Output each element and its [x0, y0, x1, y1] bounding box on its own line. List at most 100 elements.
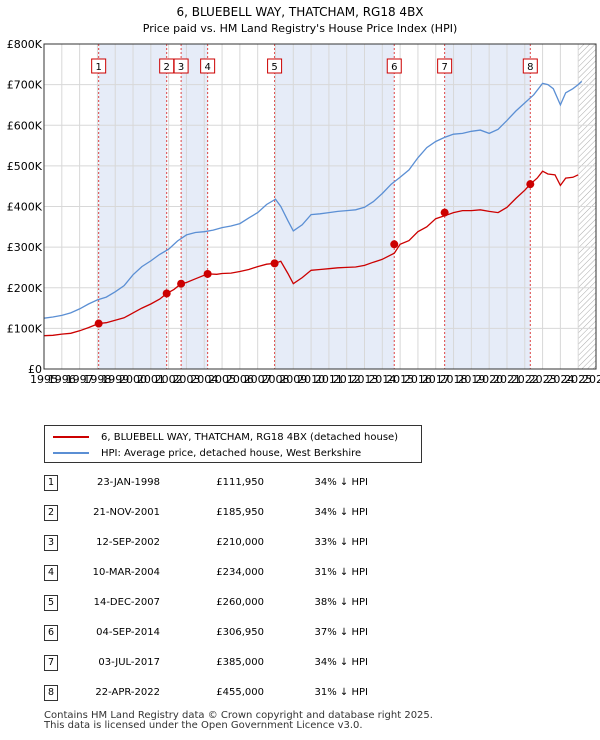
sale-number-box — [200, 58, 216, 74]
legend-label-hpi: HPI: Average price, detached house, West… — [101, 447, 362, 459]
price-paid-line — [43, 170, 579, 337]
sale-number-badge: 8 — [44, 685, 58, 701]
sale-hpi-diff: 31% ↓ HPI — [314, 687, 368, 698]
x-tick-label: 2012 — [333, 373, 361, 386]
x-tick-label: 2021 — [493, 373, 521, 386]
table-row: 3 12-SEP-2002 £210,000 33% ↓ HPI — [0, 535, 600, 553]
sale-date: 10-MAR-2004 — [92, 567, 160, 578]
y-tick-label: £600K — [7, 119, 43, 132]
legend-swatch-price-paid — [53, 436, 89, 438]
sale-date: 12-SEP-2002 — [96, 537, 160, 548]
x-tick-label: 2000 — [119, 373, 147, 386]
legend-label-price-paid: 6, BLUEBELL WAY, THATCHAM, RG18 4BX (det… — [101, 431, 399, 443]
sale-number-label: 8 — [527, 62, 533, 73]
x-tick-label: 2010 — [297, 373, 325, 386]
sale-point — [94, 319, 103, 328]
sale-date: 14-DEC-2007 — [93, 597, 160, 608]
sale-date: 23-JAN-1998 — [96, 477, 160, 488]
sale-number-label: 2 — [163, 62, 169, 73]
x-tick-label: 2001 — [137, 373, 165, 386]
hpi-line — [43, 80, 583, 319]
x-tick-label: 2007 — [244, 373, 272, 386]
sale-price: £210,000 — [216, 537, 264, 548]
sale-point — [270, 259, 279, 268]
plot-border — [43, 43, 597, 370]
sale-price: £111,950 — [216, 477, 264, 488]
sale-hpi-diff: 34% ↓ HPI — [314, 507, 368, 518]
x-tick-label: 2003 — [172, 373, 200, 386]
x-tick-label: 2022 — [511, 373, 539, 386]
y-tick-label: £300K — [7, 241, 43, 254]
table-row: 1 23-JAN-1998 £111,950 34% ↓ HPI — [0, 475, 600, 493]
x-tick-label: 2025 — [564, 373, 592, 386]
x-tick-label: 2017 — [422, 373, 450, 386]
y-tick-label: £500K — [7, 160, 43, 173]
sale-number-box — [267, 58, 283, 74]
x-tick-label: 1999 — [101, 373, 129, 386]
footer-copyright: Contains HM Land Registry data © Crown c… — [44, 710, 433, 721]
y-tick-label: £800K — [7, 38, 43, 51]
sale-number-badge: 1 — [44, 475, 58, 491]
table-row: 7 03-JUL-2017 £385,000 34% ↓ HPI — [0, 655, 600, 673]
sale-number-label: 7 — [441, 62, 447, 73]
sale-number-badge: 3 — [44, 535, 58, 551]
sale-price: £455,000 — [216, 687, 264, 698]
x-tick-label: 2009 — [279, 373, 307, 386]
x-tick-label: 2011 — [315, 373, 343, 386]
y-tick-label: £0 — [28, 363, 42, 376]
sale-point — [203, 269, 212, 278]
sale-point — [177, 279, 186, 288]
sale-number-badge: 4 — [44, 565, 58, 581]
chart-title: 6, BLUEBELL WAY, THATCHAM, RG18 4BX — [176, 5, 423, 19]
footer: Contains HM Land Registry data © Crown c… — [44, 711, 433, 731]
x-tick-label: 2016 — [404, 373, 432, 386]
sale-number-badge: 7 — [44, 655, 58, 671]
x-tick-label: 2015 — [386, 373, 414, 386]
sale-hpi-diff: 37% ↓ HPI — [314, 627, 368, 638]
sale-date: 21-NOV-2001 — [93, 507, 160, 518]
x-tick-label: 2018 — [440, 373, 468, 386]
sale-number-box — [91, 58, 107, 74]
sale-number-badge: 5 — [44, 595, 58, 611]
sale-number-label: 4 — [204, 62, 210, 73]
x-tick-label: 2004 — [190, 373, 218, 386]
sale-date: 03-JUL-2017 — [98, 657, 160, 668]
x-tick-label: 2019 — [457, 373, 485, 386]
sale-point — [162, 289, 171, 298]
sale-number-box — [386, 58, 402, 74]
x-tick-label: 2002 — [155, 373, 183, 386]
table-row: 8 22-APR-2022 £455,000 31% ↓ HPI — [0, 685, 600, 703]
sale-price: £260,000 — [216, 597, 264, 608]
x-tick-label: 2013 — [351, 373, 379, 386]
sale-hpi-diff: 34% ↓ HPI — [314, 477, 368, 488]
x-tick-label: 1997 — [66, 373, 94, 386]
x-tick-label: 2026 — [582, 373, 600, 386]
sale-point — [526, 180, 535, 189]
sale-price: £234,000 — [216, 567, 264, 578]
x-tick-label: 2006 — [226, 373, 254, 386]
x-tick-label: 2023 — [529, 373, 557, 386]
y-tick-label: £700K — [7, 79, 43, 92]
x-tick-label: 1995 — [30, 373, 58, 386]
sale-date: 22-APR-2022 — [95, 687, 160, 698]
sale-price: £306,950 — [216, 627, 264, 638]
x-tick-label: 1996 — [48, 373, 76, 386]
x-tick-label: 2008 — [261, 373, 289, 386]
sale-number-badge: 2 — [44, 505, 58, 521]
sale-hpi-diff: 31% ↓ HPI — [314, 567, 368, 578]
sale-number-badge: 6 — [44, 625, 58, 641]
sale-number-box — [522, 58, 538, 74]
sale-point — [390, 240, 399, 249]
table-row: 5 14-DEC-2007 £260,000 38% ↓ HPI — [0, 595, 600, 613]
legend-swatch-hpi — [53, 452, 89, 454]
table-row: 6 04-SEP-2014 £306,950 37% ↓ HPI — [0, 625, 600, 643]
chart-subtitle: Price paid vs. HM Land Registry's House … — [143, 22, 458, 35]
y-tick-label: £200K — [7, 282, 43, 295]
price-chart: 6, BLUEBELL WAY, THATCHAM, RG18 4BX Pric… — [7, 5, 600, 386]
footer-licence: This data is licensed under the Open Gov… — [44, 720, 363, 731]
x-tick-label: 2020 — [475, 373, 503, 386]
sale-number-box — [437, 58, 453, 74]
legend-item-hpi: HPI: Average price, detached house, West… — [53, 446, 361, 460]
sale-number-box — [173, 58, 189, 74]
x-tick-label: 2024 — [546, 373, 574, 386]
